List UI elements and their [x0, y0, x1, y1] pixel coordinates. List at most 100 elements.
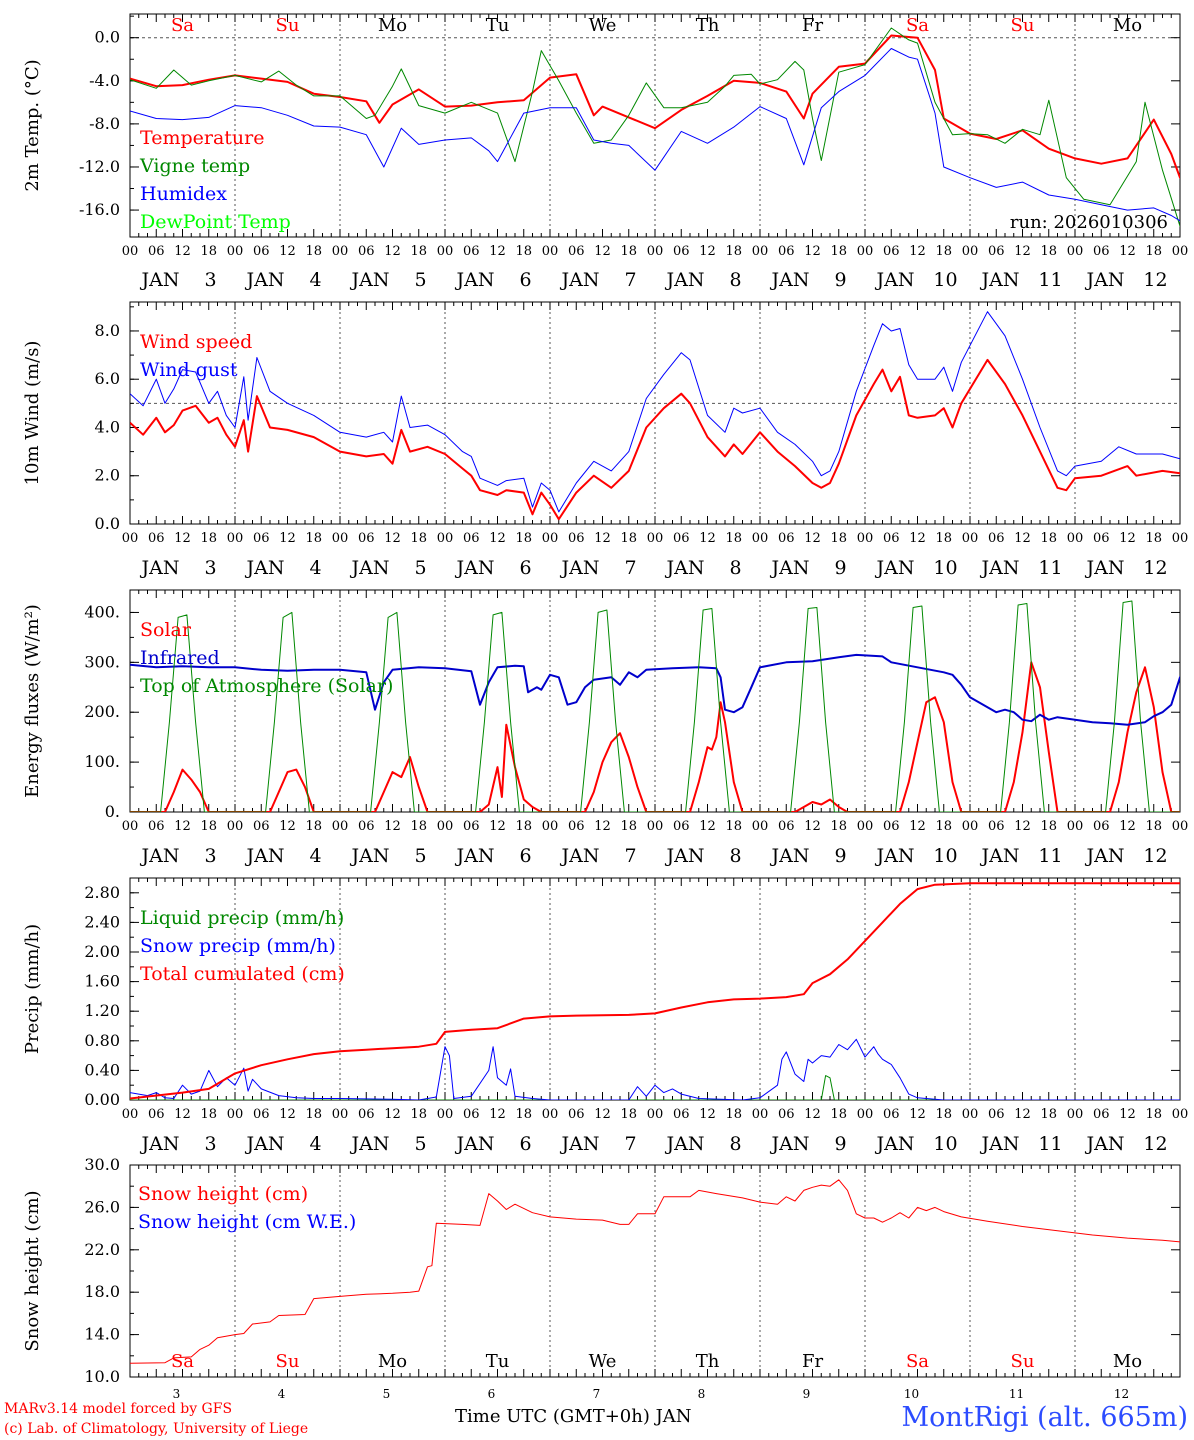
hour-tick-label: 18	[725, 244, 742, 259]
hour-tick-label: 00	[962, 1107, 979, 1122]
meteogram-chart: 0.0 -4.0 -8.0 -12.0 -16.0 2m Temp. (°C) Temper…	[22, 13, 1189, 1400]
day-number-label: 3	[204, 557, 216, 579]
hour-tick-label: 12	[489, 819, 506, 834]
day-month-label: JAN	[560, 269, 600, 291]
hour-tick-label: 06	[673, 1107, 690, 1122]
hour-tick-label: 18	[200, 244, 217, 259]
day-number-label: 8	[729, 557, 741, 579]
hour-tick-label: 18	[620, 244, 637, 259]
legend-entry: Infrared	[140, 647, 220, 669]
day-number-label: 10	[933, 1133, 957, 1155]
day-number-label: 6	[519, 557, 531, 579]
day-month-label: JAN	[665, 269, 705, 291]
day-month-label: JAN	[1085, 845, 1125, 867]
series-line-precip-1	[130, 1038, 1180, 1100]
hour-tick-label: 12	[279, 1107, 296, 1122]
hour-tick-label: 00	[332, 819, 349, 834]
hour-tick-label: 12	[699, 1107, 716, 1122]
hour-tick-label: 06	[673, 531, 690, 546]
legend-entry: Total cumulated (cm)	[140, 963, 345, 985]
hour-tick-label: 00	[1172, 819, 1189, 834]
hour-tick-label: 12	[174, 1107, 191, 1122]
series-line-temperature-0	[130, 34, 1180, 179]
hour-tick-label: 00	[857, 1107, 874, 1122]
hour-tick-label: 12	[174, 531, 191, 546]
hour-tick-label: 06	[148, 819, 165, 834]
hour-tick-label: 00	[542, 1107, 559, 1122]
snow-day-number: 4	[278, 1387, 286, 1400]
hour-tick-label: 00	[647, 1107, 664, 1122]
day-number-label: 12	[1143, 269, 1167, 291]
hour-tick-label: 18	[515, 1107, 532, 1122]
day-month-label: JAN	[1085, 1133, 1125, 1155]
hour-tick-label: 06	[463, 531, 480, 546]
day-number-label: 10	[933, 557, 957, 579]
hour-tick-label: 18	[200, 819, 217, 834]
hour-tick-label: 12	[909, 1107, 926, 1122]
legend-entry: Top of Atmosphere (Solar)	[140, 675, 393, 697]
day-month-label: JAN	[980, 269, 1020, 291]
panel-temperature	[129, 13, 1181, 238]
weekday-label: Tu	[486, 15, 510, 36]
hour-tick-label: 00	[1067, 244, 1084, 259]
hour-tick-label: 00	[332, 1107, 349, 1122]
y-tick-label: 2.00	[84, 942, 120, 961]
hour-tick-label: 00	[227, 531, 244, 546]
hour-tick-label: 00	[752, 1107, 769, 1122]
hour-tick-label: 00	[962, 531, 979, 546]
day-number-label: 5	[414, 269, 426, 291]
hour-tick-label: 06	[883, 244, 900, 259]
y-tick-label: 100.	[84, 752, 120, 771]
hour-tick-label: 18	[1145, 819, 1162, 834]
day-number-label: 9	[834, 845, 846, 867]
hour-tick-label: 18	[305, 1107, 322, 1122]
day-month-label: JAN	[980, 845, 1020, 867]
hour-tick-label: 12	[1119, 244, 1136, 259]
day-month-label: JAN	[770, 557, 810, 579]
hour-tick-label: 18	[1040, 531, 1057, 546]
day-number-label: 7	[624, 845, 636, 867]
hour-tick-label: 12	[174, 819, 191, 834]
day-number-label: 10	[933, 269, 957, 291]
hour-tick-label: 06	[358, 819, 375, 834]
y-tick-label: 4.0	[95, 417, 120, 436]
day-number-label: 11	[1038, 1133, 1062, 1155]
legend-entry: Snow precip (mm/h)	[140, 935, 336, 957]
series-line-precip-2	[130, 882, 1180, 1100]
hour-tick-label: 00	[437, 531, 454, 546]
hour-tick-label: 18	[410, 531, 427, 546]
hour-tick-label: 00	[542, 531, 559, 546]
hour-tick-label: 18	[830, 244, 847, 259]
day-number-label: 7	[624, 269, 636, 291]
day-month-label: JAN	[140, 557, 180, 579]
hour-tick-label: 06	[568, 819, 585, 834]
panel-energy	[129, 589, 1181, 813]
hour-tick-label: 12	[384, 531, 401, 546]
hour-tick-label: 00	[1067, 531, 1084, 546]
hour-tick-label: 06	[148, 531, 165, 546]
day-number-label: 9	[834, 269, 846, 291]
hour-tick-label: 18	[305, 819, 322, 834]
y-tick-label: -8.0	[89, 114, 120, 133]
snow-day-number: 8	[698, 1387, 706, 1400]
day-month-label: JAN	[560, 557, 600, 579]
day-month-label: JAN	[665, 1133, 705, 1155]
day-number-label: 3	[204, 845, 216, 867]
y-tick-label: 0.0	[95, 28, 120, 47]
hour-tick-label: 06	[883, 819, 900, 834]
hour-tick-label: 00	[752, 819, 769, 834]
hour-tick-label: 00	[962, 819, 979, 834]
panel-precip	[129, 877, 1181, 1101]
weekday-label: Su	[276, 15, 300, 36]
weekday-label: Sa	[906, 1351, 929, 1372]
hour-tick-label: 12	[909, 531, 926, 546]
hour-tick-label: 12	[594, 1107, 611, 1122]
hour-tick-label: 12	[279, 244, 296, 259]
hour-tick-label: 00	[962, 244, 979, 259]
time-axis-label: Time UTC (GMT+0h) JAN	[455, 1406, 692, 1427]
hour-tick-label: 18	[515, 244, 532, 259]
day-month-label: JAN	[770, 269, 810, 291]
hour-tick-label: 00	[227, 1107, 244, 1122]
weekday-label: Sa	[906, 15, 929, 36]
weekday-label: Su	[1011, 1351, 1035, 1372]
